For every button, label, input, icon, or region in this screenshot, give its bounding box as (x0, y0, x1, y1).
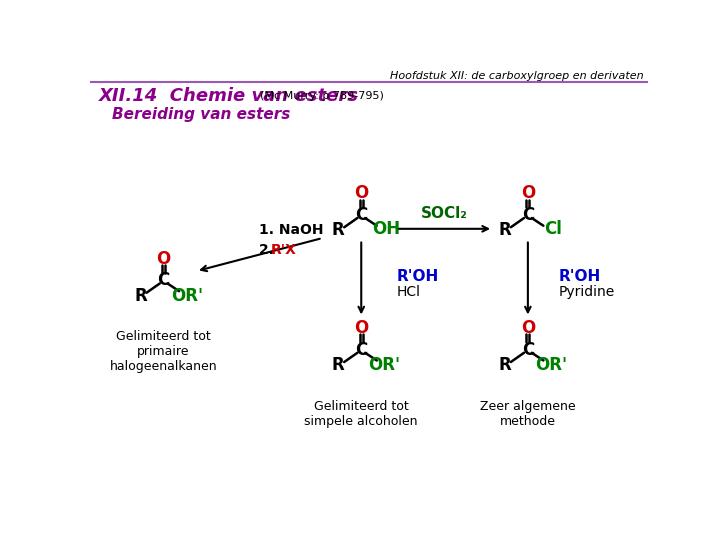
Text: OR': OR' (369, 356, 400, 374)
Text: R: R (332, 221, 344, 239)
Text: O: O (521, 184, 535, 202)
Text: C: C (355, 206, 367, 224)
Text: 2.: 2. (259, 242, 279, 256)
Text: HCl: HCl (396, 285, 420, 299)
Text: R: R (498, 356, 511, 374)
Text: C: C (158, 272, 170, 289)
Text: O: O (521, 319, 535, 337)
Text: R'OH: R'OH (559, 269, 601, 284)
Text: Pyridine: Pyridine (559, 285, 615, 299)
Text: Zeer algemene
methode: Zeer algemene methode (480, 400, 576, 428)
Text: C: C (522, 206, 534, 224)
Text: OR': OR' (171, 287, 203, 305)
Text: R'X: R'X (271, 242, 297, 256)
Text: Gelimiteerd tot
primaire
halogeenalkanen: Gelimiteerd tot primaire halogeenalkanen (110, 330, 217, 374)
Text: OR': OR' (535, 356, 567, 374)
Text: R'OH: R'OH (396, 269, 438, 284)
Text: SOCl₂: SOCl₂ (421, 206, 468, 221)
Text: (Mc Murry: p 789-795): (Mc Murry: p 789-795) (261, 91, 384, 100)
Text: O: O (354, 184, 369, 202)
Text: O: O (354, 319, 369, 337)
Text: R: R (332, 356, 344, 374)
Text: Bereiding van esters: Bereiding van esters (112, 107, 290, 123)
Text: C: C (355, 341, 367, 359)
Text: OH: OH (372, 220, 400, 238)
Text: O: O (156, 250, 171, 268)
Text: Hoofdstuk XII: de carboxylgroep en derivaten: Hoofdstuk XII: de carboxylgroep en deriv… (390, 71, 644, 80)
Text: R: R (134, 287, 147, 305)
Text: R: R (498, 221, 511, 239)
Text: Gelimiteerd tot
simpele alcoholen: Gelimiteerd tot simpele alcoholen (305, 400, 418, 428)
Text: XII.14  Chemie van esters: XII.14 Chemie van esters (99, 86, 359, 105)
Text: 1. NaOH: 1. NaOH (259, 224, 323, 238)
Text: C: C (522, 341, 534, 359)
Text: Cl: Cl (544, 220, 562, 238)
